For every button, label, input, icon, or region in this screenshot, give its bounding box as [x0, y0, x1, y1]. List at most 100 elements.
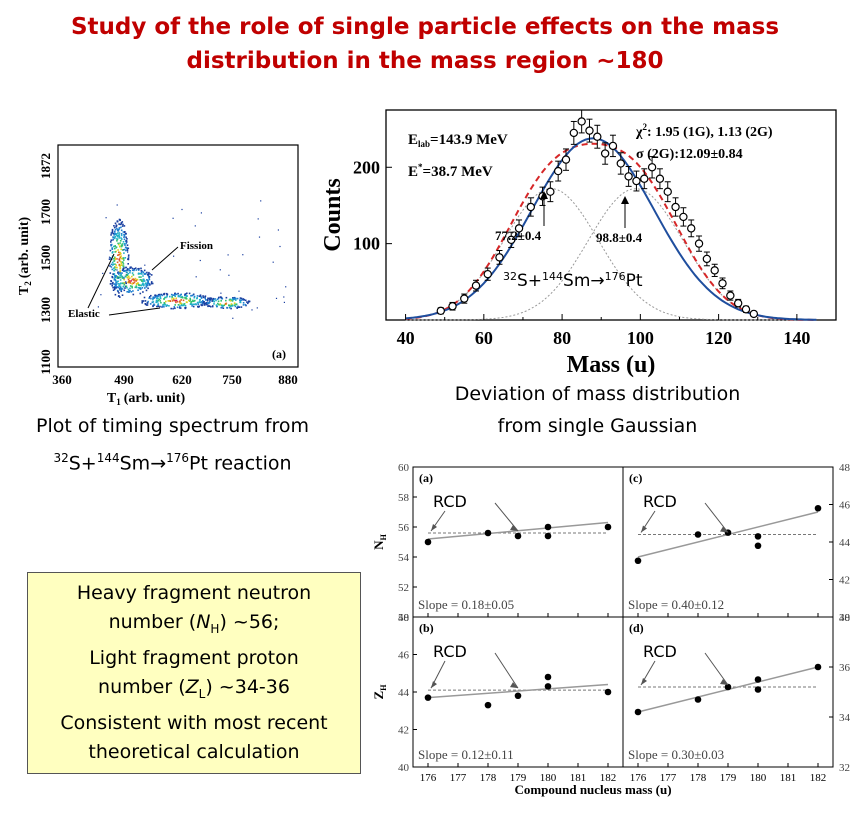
density-pixel: [118, 292, 120, 294]
density-pixel: [183, 303, 186, 305]
density-pixel: [120, 260, 122, 263]
density-pixel: [119, 264, 122, 267]
density-pixel: [115, 266, 117, 269]
density-pixel: [180, 296, 182, 299]
density-pixel: [159, 300, 161, 302]
density-pixel: [112, 289, 115, 291]
density-pixel: [156, 297, 158, 300]
density-pixel: [124, 233, 127, 235]
panel-frame-a: [412, 466, 624, 618]
density-pixel: [125, 285, 128, 287]
density-pixel: [179, 301, 181, 303]
density-pixel: [222, 305, 224, 307]
density-pixel: [118, 237, 120, 239]
density-pixel: [128, 281, 130, 284]
data-point: [647, 163, 657, 172]
data-point: [544, 532, 552, 540]
density-pixel: [173, 294, 176, 296]
density-pixel: [114, 276, 117, 278]
density-pixel: [119, 223, 122, 226]
density-pixel: [248, 300, 251, 303]
data-point: [733, 298, 743, 308]
density-pixel: [194, 225, 196, 227]
density-pixel: [116, 240, 118, 242]
x-tick-label: 181: [780, 772, 797, 784]
density-pixel: [180, 302, 182, 305]
summary-line-2: number (NH) ~56;: [108, 611, 280, 636]
density-pixel: [163, 302, 166, 304]
density-pixel: [111, 283, 114, 285]
density-pixel: [123, 267, 125, 269]
density-pixel: [109, 249, 112, 252]
density-pixel: [228, 274, 230, 276]
density-pixel: [114, 222, 117, 225]
slope-label: Slope = 0.18±0.05: [418, 597, 514, 612]
y-tick: 1700: [38, 199, 53, 225]
density-pixel: [145, 282, 147, 284]
density-pixel: [129, 266, 132, 269]
data-point: [710, 266, 719, 275]
density-pixel: [174, 293, 177, 296]
density-pixel: [126, 276, 129, 279]
density-pixel: [114, 266, 116, 268]
density-pixel: [119, 275, 121, 277]
density-pixel: [114, 263, 116, 265]
density-pixel: [169, 300, 171, 302]
density-pixel: [116, 220, 119, 222]
density-pixel: [110, 241, 112, 243]
density-pixel: [175, 297, 177, 300]
density-pixel: [112, 281, 114, 284]
density-pixel: [202, 296, 205, 299]
density-pixel: [197, 303, 200, 305]
density-pixel: [120, 255, 122, 257]
rcd-arrow: [704, 652, 729, 686]
density-pixel: [121, 272, 123, 274]
density-pixel: [152, 301, 155, 303]
density-pixel: [118, 272, 120, 274]
density-pixel: [147, 282, 149, 284]
density-pixel: [153, 297, 155, 299]
density-pixel: [126, 271, 128, 273]
density-pixel: [221, 306, 223, 309]
density-pixel: [123, 278, 125, 280]
density-pixel: [217, 302, 219, 305]
density-pixel: [127, 256, 130, 258]
density-pixel: [199, 294, 202, 296]
density-pixel: [126, 249, 129, 252]
density-pixel: [202, 301, 205, 304]
x-tick-label: 177: [660, 772, 677, 784]
density-pixel: [160, 293, 163, 296]
density-pixel: [115, 275, 117, 277]
density-pixel: [129, 282, 132, 284]
density-pixel: [223, 304, 225, 307]
density-pixel: [121, 244, 124, 247]
density-pixel: [142, 275, 144, 277]
density-pixel: [97, 306, 99, 308]
density-pixel: [127, 278, 130, 281]
density-pixel: [116, 277, 119, 279]
x-tick-label: 120: [705, 328, 732, 348]
density-pixel: [119, 267, 121, 270]
density-pixel: [157, 297, 159, 300]
rcd-label: RCD: [643, 492, 677, 511]
data-point: [814, 504, 822, 512]
density-pixel: [112, 251, 114, 253]
density-pixel: [143, 273, 145, 275]
density-pixel: [230, 303, 233, 305]
density-pixel: [136, 283, 138, 286]
density-pixel: [175, 293, 178, 296]
y-tick-label: 100: [353, 234, 380, 254]
mass-caption: Deviation of mass distribution from sing…: [405, 378, 790, 442]
density-pixel: [125, 246, 127, 249]
density-pixel: [111, 247, 113, 249]
density-pixel: [116, 266, 118, 269]
density-pixel: [110, 280, 113, 283]
density-pixel: [118, 253, 120, 256]
density-pixel: [189, 297, 191, 300]
density-pixel: [199, 259, 201, 262]
panel-frame-c: [622, 466, 834, 618]
density-pixel: [116, 261, 119, 264]
density-pixel: [160, 301, 162, 304]
density-pixel: [139, 287, 141, 289]
density-pixel: [110, 232, 113, 234]
